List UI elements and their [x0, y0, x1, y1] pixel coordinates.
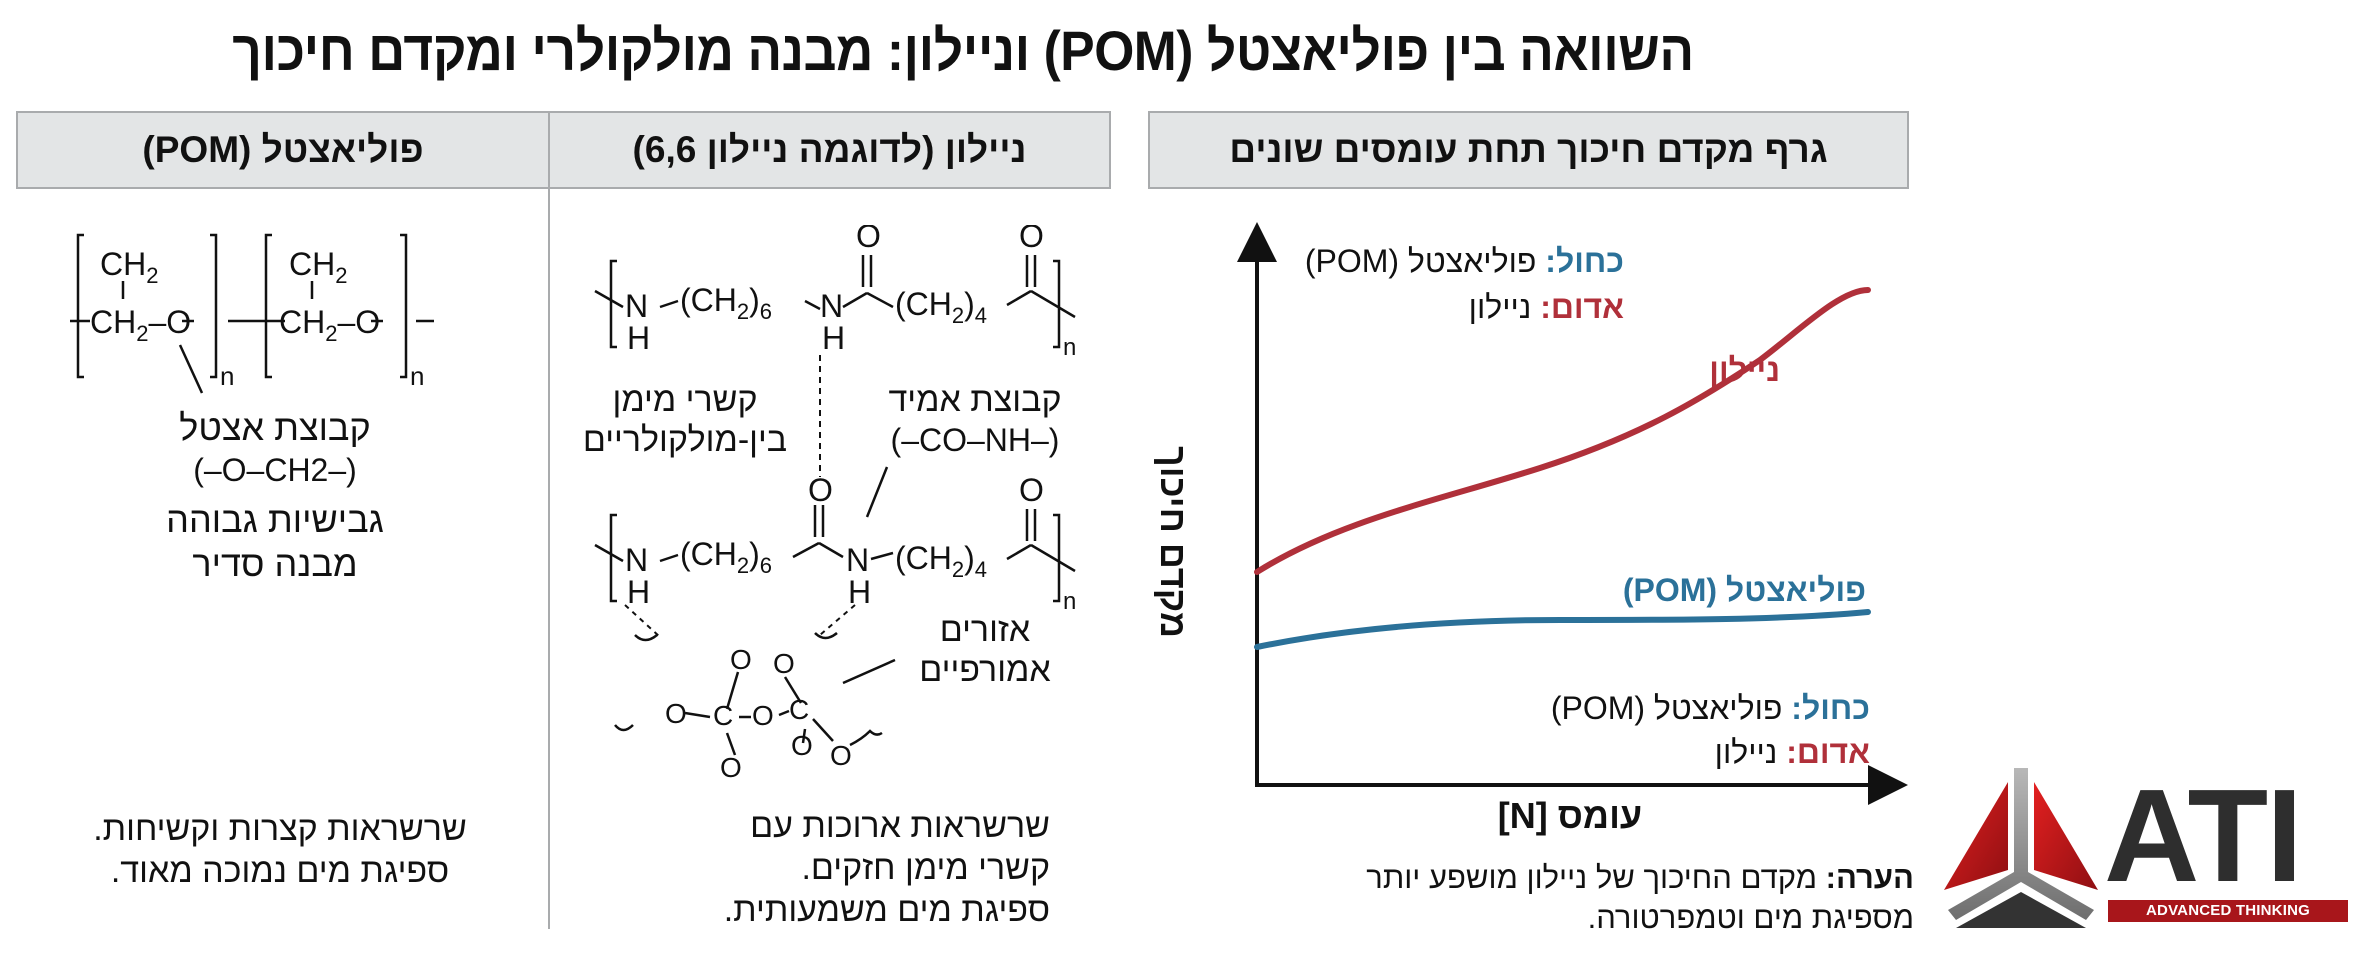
pom-acetal-formula: (–O–CH2–) — [193, 452, 357, 488]
note-text-1: מקדם החיכוך של ניילון מושפע יותר — [1366, 860, 1818, 895]
ati-logo-text: ATI — [2104, 762, 2303, 909]
pom-acetal-label: קבוצת אצטל — [179, 407, 371, 448]
svg-text:CH2: CH2 — [289, 246, 347, 288]
legend-top: כחול: פוליאצטל (POM) אדום: ניילון — [1270, 238, 1624, 330]
nylon-summary-line-1: שרשראות ארוכות עם — [750, 807, 1050, 845]
series-label-nylon: ניילון — [1709, 352, 1780, 388]
svg-text:O: O — [1019, 225, 1044, 254]
svg-text:(CH2)4: (CH2)4 — [895, 540, 987, 582]
pom-high-rigidity: גבישיות גבוהה — [166, 499, 384, 540]
header-pom: פוליאצטל (POM) — [16, 111, 550, 189]
legend-bottom-blue: כחול: פוליאצטל (POM) — [1550, 690, 1870, 726]
svg-text:(CH2)4: (CH2)4 — [895, 286, 987, 328]
svg-text:n: n — [1063, 588, 1076, 615]
svg-text:O: O — [773, 648, 795, 679]
svg-text:n: n — [410, 361, 424, 391]
header-chart: גרף מקדם חיכוך תחת עומסים שונים — [1148, 111, 1909, 189]
svg-text:(CH2)6: (CH2)6 — [680, 282, 772, 324]
nylon-hbond-label-line-2: בין-מולקולריים — [582, 421, 788, 459]
svg-text:C: C — [789, 694, 809, 725]
nylon-summary-line-3: ספיגת מים משמעותית. — [723, 891, 1050, 929]
legend-bottom: כחול: פוליאצטל (POM) אדום: ניילון — [1500, 686, 1870, 774]
pom-summary-line-2: ספיגת מים נמוכה מאוד. — [110, 852, 450, 890]
page-title: השוואה בין פוליאצטל (POM) וניילון: מבנה … — [232, 19, 1694, 82]
ati-logo-tagline: ADVANCED THINKING INGENUITY — [2108, 900, 2348, 941]
chart-note: הערה: מקדם החיכוך של ניילון מושפע יותר מ… — [1270, 858, 1914, 938]
header-nylon: ניילון (לדוגמה ניילון 6,6) — [548, 111, 1111, 189]
svg-text:C: C — [713, 700, 733, 731]
ati-logo-mark-icon — [1944, 768, 2098, 928]
legend-top-red: אדום: ניילון — [1468, 289, 1624, 325]
series-label-pom: פוליאצטל (POM) — [1622, 572, 1866, 608]
pom-curve — [1254, 609, 1871, 650]
nylon-structure-diagram: N H (CH2)6 N H O (CH2)4 O n N H (CH2)6 O… — [594, 225, 1076, 783]
svg-text:H: H — [627, 320, 650, 356]
pom-summary-line-1: שרשראות קצרות וקשיחות. — [93, 810, 467, 848]
svg-text:N: N — [625, 542, 648, 578]
svg-text:O: O — [1019, 472, 1044, 508]
nylon-amorphous-label-line-1: אזורים — [939, 611, 1031, 649]
svg-text:O: O — [665, 698, 687, 729]
pom-ch2-top-1: CH2 — [100, 246, 158, 288]
legend-top-blue: כחול: פוליאצטל (POM) — [1304, 243, 1624, 279]
svg-text:H: H — [627, 574, 650, 610]
nylon-amide-formula: (–CO–NH–) — [890, 422, 1060, 458]
svg-text:O: O — [808, 472, 833, 508]
note-label: הערה: — [1825, 860, 1914, 895]
svg-text:O: O — [720, 752, 742, 783]
svg-text:O: O — [791, 730, 813, 761]
svg-text:CH2–O: CH2–O — [279, 304, 380, 346]
svg-text:n: n — [220, 361, 234, 391]
svg-text:O: O — [752, 700, 774, 731]
nylon-amorphous-label: אזורים אמורפיים — [895, 610, 1075, 690]
svg-text:O: O — [856, 225, 881, 254]
column-divider — [548, 189, 550, 929]
svg-text:n: n — [1063, 334, 1076, 361]
pom-summary: שרשראות קצרות וקשיחות. ספיגת מים נמוכה מ… — [30, 808, 530, 892]
nylon-hbond-label: קשרי מימן בין-מולקולריים — [575, 380, 795, 460]
svg-text:(CH2)6: (CH2)6 — [680, 536, 772, 578]
legend-bottom-red: אדום: ניילון — [1714, 734, 1870, 770]
svg-text:H: H — [848, 574, 871, 610]
svg-text:H: H — [822, 320, 845, 356]
svg-text:N: N — [846, 542, 869, 578]
x-axis-label: עומס [N] — [1497, 795, 1643, 836]
friction-chart — [1237, 222, 1908, 805]
nylon-hbond-label-line-1: קשרי מימן — [612, 381, 758, 419]
note-text-2: מספיגת מים וטמפרטורה. — [1587, 900, 1914, 935]
svg-text:O: O — [830, 740, 852, 771]
nylon-summary-line-2: קשרי מימן חזקים. — [801, 849, 1050, 887]
svg-text:N: N — [625, 288, 648, 324]
nylon-amide-label-line-1: קבוצת אמיד — [888, 381, 1062, 419]
nylon-curve — [1254, 287, 1871, 575]
pom-structure-diagram: CH2 CH2–O CH2 CH2–O n n — [70, 233, 434, 394]
nylon-summary: שרשראות ארוכות עם קשרי מימן חזקים. ספיגת… — [590, 805, 1050, 931]
nylon-amide-label: קבוצת אמיד (–CO–NH–) — [855, 380, 1095, 460]
ati-logo: ATI ADVANCED THINKING INGENUITY — [1936, 760, 2350, 941]
svg-text:N: N — [820, 288, 843, 324]
pom-ordered-structure: מבנה סדיר — [192, 543, 358, 584]
svg-text:CH2–O: CH2–O — [90, 304, 191, 346]
svg-text:O: O — [730, 644, 752, 675]
nylon-amorphous-label-line-2: אמורפיים — [919, 651, 1051, 689]
y-axis-label: מקדם חיכוך — [1153, 445, 1194, 638]
